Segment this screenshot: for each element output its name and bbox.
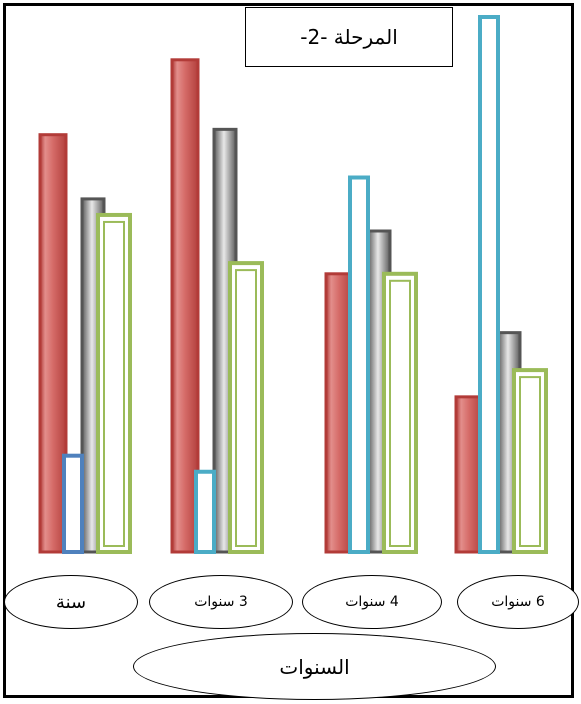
bar-series4-2 (228, 261, 264, 554)
bar-series1-3 (324, 272, 354, 554)
bar-series2-1 (62, 453, 84, 555)
category-label-3: 4 سنوات (302, 575, 442, 629)
bar-series2-4 (478, 15, 500, 554)
bar-series4-1 (96, 212, 132, 554)
x-axis-title: السنوات (133, 633, 496, 700)
bar-series4-3 (382, 271, 418, 554)
category-label-4: 6 سنوات (457, 575, 579, 629)
category-label-2: 3 سنوات (149, 575, 293, 629)
bar-series1-4 (454, 395, 484, 554)
bar-series1-1 (38, 133, 68, 554)
bar-series4-4 (512, 368, 548, 554)
bar-series2-2 (194, 469, 216, 554)
category-label-1: سنة (4, 575, 138, 629)
bar-series2-3 (348, 175, 370, 554)
chart-title: المرحلة -2- (245, 7, 453, 67)
bar-series1-2 (170, 58, 200, 554)
